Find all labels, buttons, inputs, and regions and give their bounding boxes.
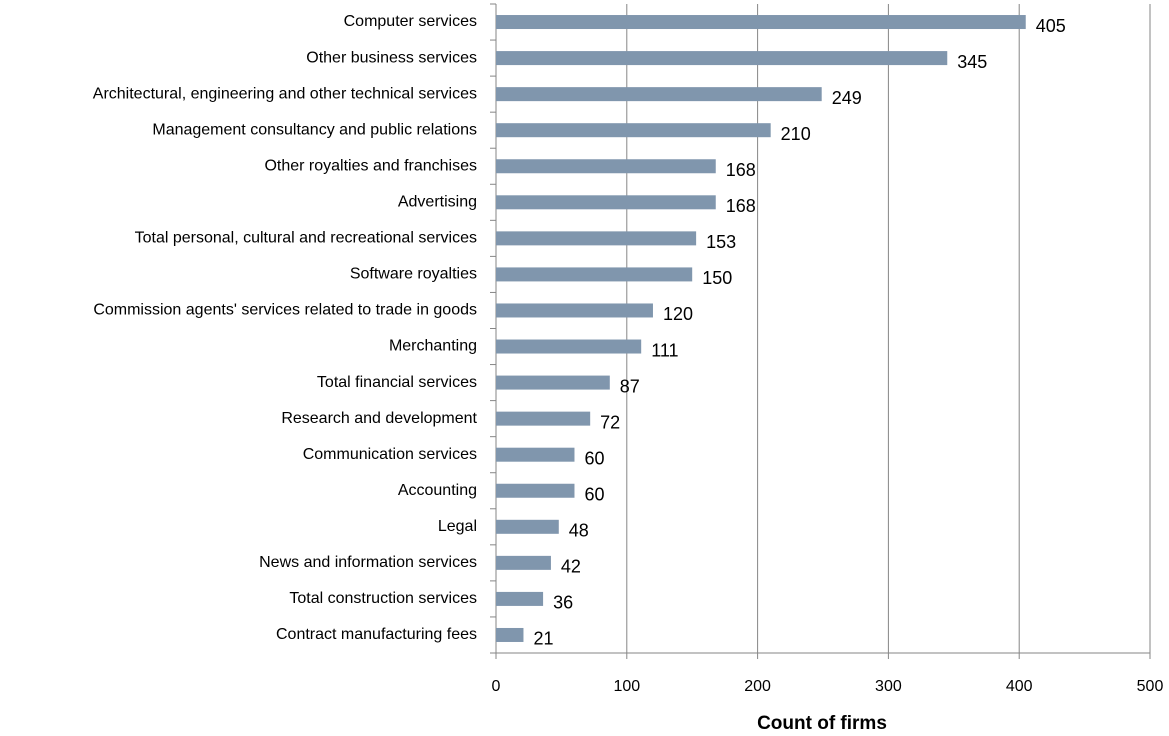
x-tick-label: 100	[613, 678, 640, 695]
data-label: 36	[553, 593, 573, 613]
y-tick-label: Advertising	[398, 194, 477, 211]
bar	[496, 375, 610, 390]
data-label: 345	[957, 52, 987, 72]
bar	[496, 303, 653, 318]
bar	[496, 447, 575, 462]
y-tick-label: Software royalties	[350, 266, 477, 283]
data-label: 42	[561, 557, 581, 577]
bar	[496, 15, 1026, 30]
bar	[496, 195, 716, 210]
bar	[496, 591, 544, 606]
y-tick-label: Architectural, engineering and other tec…	[93, 85, 477, 102]
y-tick-label: Commission agents' services related to t…	[93, 302, 477, 319]
bar	[496, 159, 716, 174]
bar	[496, 267, 693, 282]
y-tick-label: Other business services	[306, 49, 477, 66]
y-tick-label: News and information services	[259, 554, 477, 571]
data-label: 210	[781, 124, 811, 144]
y-tick-label: Contract manufacturing fees	[276, 626, 477, 643]
x-tick-label: 500	[1137, 678, 1164, 695]
bar	[496, 411, 591, 426]
y-tick-label: Merchanting	[389, 338, 477, 355]
y-tick-label: Communication services	[303, 446, 477, 463]
y-tick-label: Accounting	[398, 482, 477, 499]
bar	[496, 87, 822, 102]
y-tick-label: Legal	[438, 518, 477, 535]
x-tick-label: 0	[492, 678, 501, 695]
data-label: 48	[569, 521, 589, 541]
y-tick-label: Total personal, cultural and recreationa…	[135, 230, 477, 247]
x-axis-title: Count of firms	[757, 713, 887, 734]
data-label: 21	[533, 629, 553, 649]
data-label: 405	[1036, 16, 1066, 36]
x-tick-label: 300	[875, 678, 902, 695]
y-tick-label: Computer services	[344, 13, 477, 30]
data-label: 111	[651, 340, 678, 360]
bar	[496, 555, 551, 570]
bar	[496, 339, 642, 354]
y-tick-label: Management consultancy and public relati…	[152, 121, 477, 138]
x-tick-label: 200	[744, 678, 771, 695]
data-label: 249	[832, 88, 862, 108]
data-label: 60	[584, 485, 604, 505]
y-tick-label: Other royalties and franchises	[264, 157, 477, 174]
y-tick-label: Research and development	[281, 410, 477, 427]
x-tick-label: 400	[1006, 678, 1033, 695]
data-label: 153	[706, 232, 736, 252]
bar	[496, 483, 575, 498]
data-label: 120	[663, 304, 693, 324]
bar	[496, 627, 524, 642]
data-label: 72	[600, 412, 620, 432]
y-tick-label: Total construction services	[289, 590, 477, 607]
data-label: 150	[702, 268, 732, 288]
data-label: 168	[726, 196, 756, 216]
bar	[496, 123, 771, 138]
bar	[496, 51, 948, 66]
data-label: 168	[726, 160, 756, 180]
bar	[496, 519, 559, 534]
y-tick-label: Total financial services	[317, 374, 477, 391]
bar	[496, 231, 697, 246]
data-label: 60	[584, 448, 604, 468]
data-label: 87	[620, 376, 640, 396]
